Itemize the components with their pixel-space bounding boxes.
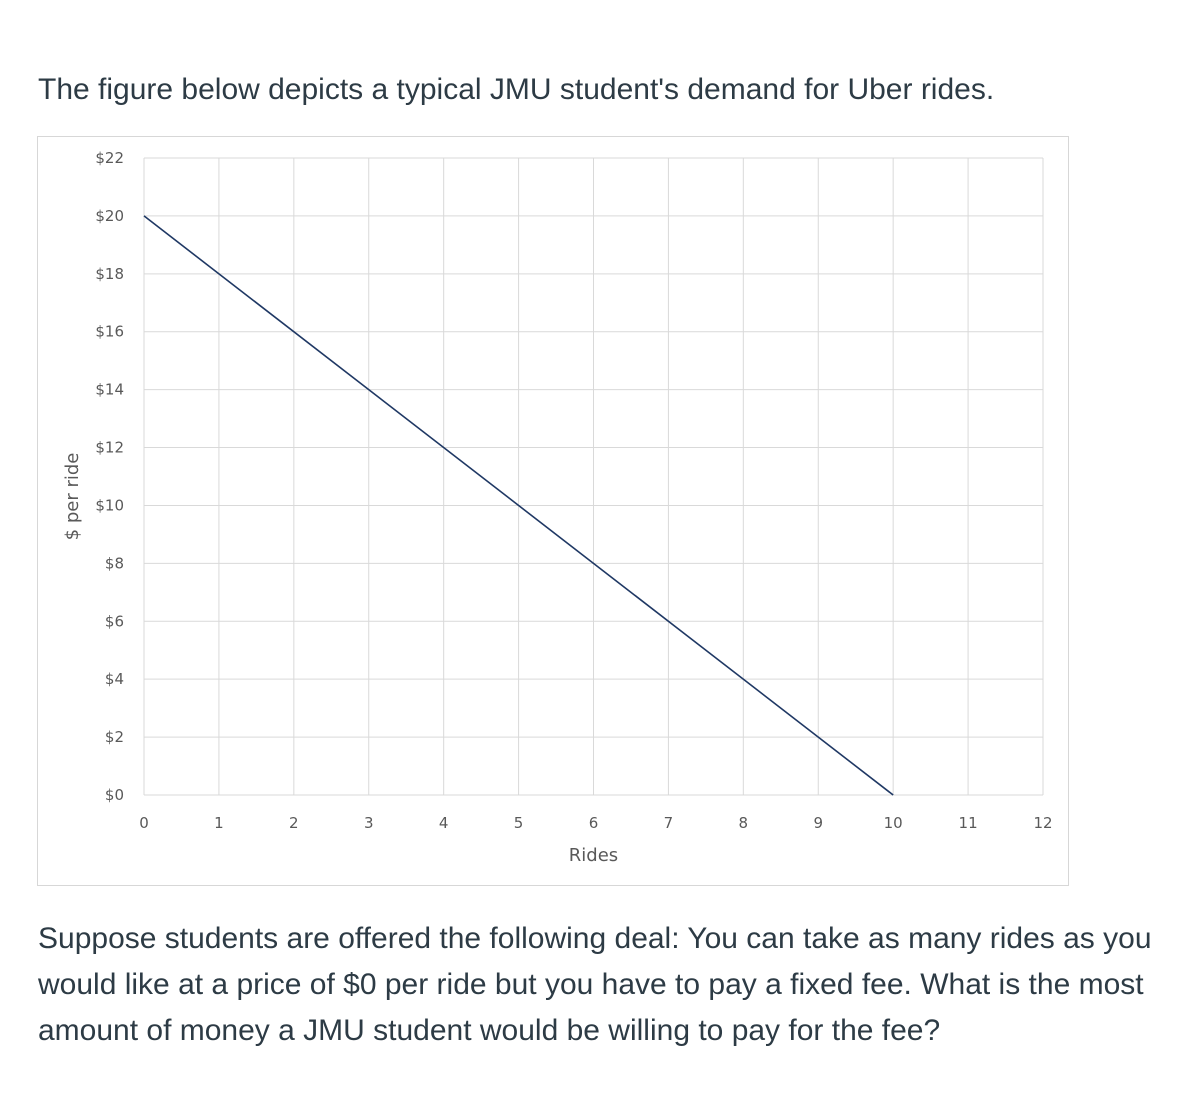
x-tick-label: 9: [813, 814, 823, 832]
chart-series: [143, 215, 894, 796]
y-tick-label: $6: [105, 612, 124, 630]
demand-line: [143, 215, 894, 796]
y-tick-label: $20: [95, 207, 124, 225]
y-tick-label: $8: [105, 554, 124, 572]
x-tick-label: 1: [214, 814, 224, 832]
y-tick-label: $18: [95, 265, 124, 283]
y-tick-label: $10: [95, 496, 124, 514]
y-tick-label: $4: [105, 670, 124, 688]
intro-text: The figure below depicts a typical JMU s…: [38, 73, 995, 106]
x-tick-label: 10: [884, 814, 903, 832]
y-tick-label: $16: [95, 323, 124, 341]
x-tick-label: 8: [739, 814, 749, 832]
x-tick-label: 0: [139, 814, 149, 832]
y-axis-label: $ per ride: [62, 453, 83, 541]
x-tick-label: 7: [664, 814, 674, 832]
y-tick-labels: $0 $2 $4 $6 $8 $10 $12 $14 $16 $18 $20 $22: [95, 149, 124, 804]
x-axis-label: Rides: [569, 845, 618, 866]
x-tick-label: 3: [364, 814, 374, 832]
x-tick-label: 5: [514, 814, 524, 832]
x-tick-label: 11: [959, 814, 978, 832]
x-tick-label: 2: [289, 814, 299, 832]
x-tick-label: 4: [439, 814, 449, 832]
question-text: Suppose students are offered the followi…: [38, 922, 1152, 1047]
x-tick-labels: 0 1 2 3 4 5 6 7 8 9 10 11 12: [139, 814, 1052, 832]
x-tick-label: 6: [589, 814, 599, 832]
y-tick-label: $2: [105, 728, 124, 746]
x-tick-label: 12: [1033, 814, 1052, 832]
y-tick-label: $22: [95, 149, 124, 167]
y-tick-label: $0: [105, 786, 124, 804]
y-tick-label: $14: [95, 381, 124, 399]
chart-gridlines: [143, 157, 1044, 796]
y-tick-label: $12: [95, 439, 124, 457]
